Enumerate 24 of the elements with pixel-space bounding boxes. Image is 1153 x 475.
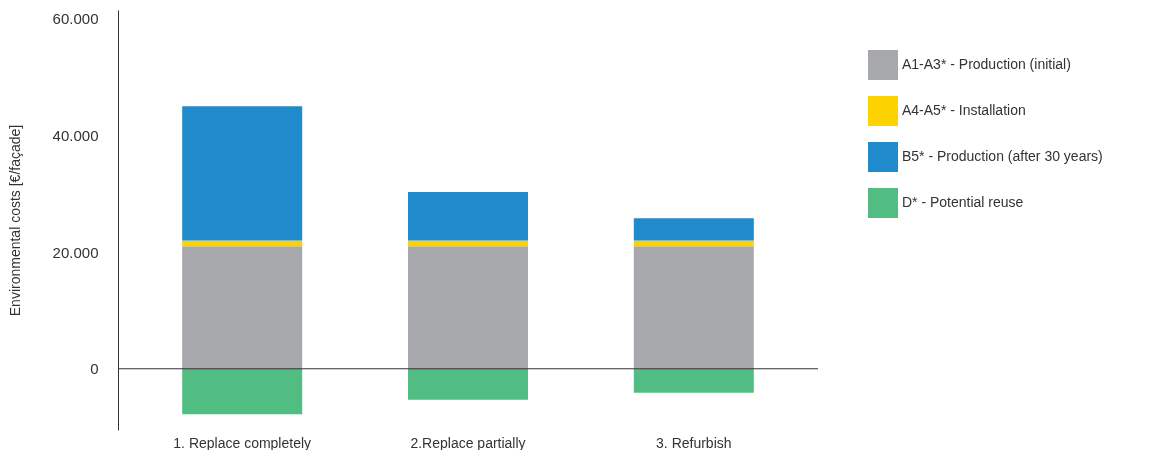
- y-tick-label: 20.000: [52, 243, 99, 261]
- bar: [182, 240, 303, 247]
- y-axis-title: Environmental costs [€/façade]: [6, 124, 23, 317]
- bar: [408, 192, 528, 241]
- y-tick-label: 40.000: [52, 126, 99, 144]
- y-tick-label: 0: [90, 360, 99, 378]
- y-tick-label: 60.000: [52, 10, 99, 28]
- bar: [408, 368, 528, 400]
- bar: [182, 368, 303, 415]
- bar: [408, 246, 528, 369]
- bar: [182, 246, 303, 369]
- x-tick-label: 3. Refurbish: [656, 434, 732, 451]
- bar: [633, 240, 754, 247]
- x-tick-label: 1. Replace completely: [173, 434, 312, 451]
- legend-label: B5* - Production (after 30 years): [902, 148, 1103, 164]
- legend-label: D* - Potential reuse: [902, 194, 1024, 210]
- bar: [633, 246, 754, 369]
- legend-label: A1-A3* - Production (initial): [902, 56, 1071, 72]
- legend-label: A4-A5* - Installation: [902, 102, 1026, 118]
- bar: [408, 240, 528, 247]
- bar: [182, 106, 303, 241]
- bar: [633, 368, 754, 393]
- x-tick-label: 2.Replace partially: [410, 434, 526, 451]
- bar: [633, 218, 754, 241]
